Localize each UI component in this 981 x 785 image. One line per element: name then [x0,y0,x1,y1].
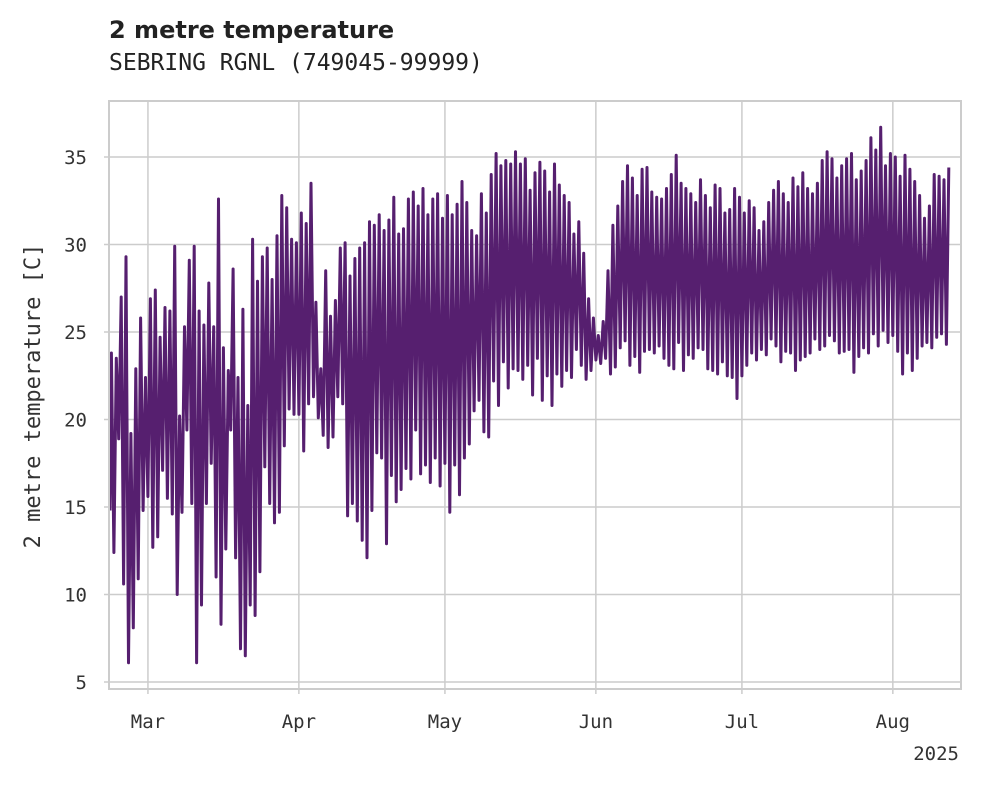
x-tick-label: Jul [725,711,759,733]
x-axis-offset-label: 2025 [913,743,959,765]
series-layer [108,125,951,665]
y-tick-label: 20 [64,410,87,432]
x-tick-label: May [428,711,462,733]
y-tick-label: 15 [64,497,87,519]
y-tick-label: 35 [64,147,87,169]
y-axis-ticks: 5 10 15 20 25 30 35 [64,147,109,694]
x-tick-label: Mar [131,711,165,733]
y-tick-label: 10 [64,585,87,607]
y-tick-label: 5 [76,672,87,694]
y-tick-label: 30 [64,235,87,257]
y-axis-label: 2 metre temperature [C] [21,244,46,549]
x-axis-ticks: Mar Apr May Jun Jul Aug [131,689,910,733]
chart-title: 2 metre temperature [109,16,395,44]
plot-frame [108,100,962,690]
x-tick-label: Apr [282,711,316,733]
x-tick-label: Jun [579,711,613,733]
chart-subtitle: SEBRING RGNL (749045-99999) [109,50,483,76]
y-tick-label: 25 [64,322,87,344]
temperature-line [108,125,951,665]
x-tick-label: Aug [876,711,910,733]
